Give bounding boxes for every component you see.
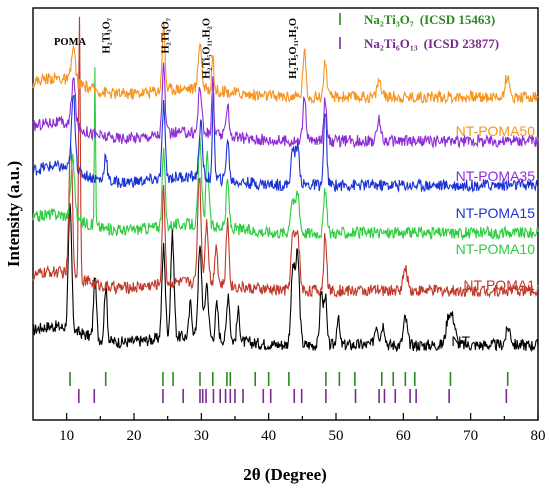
- phase-annotation: POMA: [54, 37, 86, 48]
- series-label-nt-poma50: NT-POMA50: [456, 123, 536, 139]
- series-line-nt-poma50: [32, 21, 539, 105]
- series-line-nt-poma1: [32, 16, 539, 299]
- legend-entry: Na₂Ti₃O₇ (ICSD 15463): [364, 12, 495, 27]
- y-axis-title: Intensity (a.u.): [4, 161, 23, 267]
- series-layer: [32, 16, 539, 353]
- x-axis-title: 2θ (Degree): [243, 465, 327, 484]
- series-label-nt-poma10: NT-POMA10: [456, 241, 536, 257]
- x-tick-label: 30: [194, 428, 209, 444]
- x-tick-label: 80: [531, 428, 546, 444]
- reference-ticks: [69, 372, 509, 403]
- plot-frame: [32, 7, 539, 421]
- phase-annotation: H₂Ti₃O₇: [160, 18, 171, 54]
- series-label-nt-poma15: NT-POMA15: [456, 205, 536, 221]
- series-line-nt-poma10: [32, 67, 539, 241]
- phase-annotation: H₂Ti₅O₁₁.H₂O: [288, 18, 299, 79]
- legend-source: (ICSD 23877): [424, 36, 499, 51]
- x-tick-label: 60: [396, 428, 411, 444]
- phase-annotations: POMA H₂Ti₃O₇ H₂Ti₃O₇ H₂Ti₅O₁₁.H₂O H₂Ti₅O₁₁.H…: [54, 18, 299, 79]
- x-tick-label: 50: [329, 428, 344, 444]
- legend-source: (ICSD 15463): [420, 12, 495, 27]
- x-tick-label: 10: [59, 428, 74, 444]
- legend-phase: Na₂Ti₆O₁₃: [364, 36, 418, 51]
- phase-annotation: H₂Ti₅O₁₁.H₂O: [201, 18, 212, 79]
- legend-phase: Na₂Ti₃O₇: [364, 12, 414, 27]
- series-line-nt-poma15: [32, 93, 539, 193]
- series-labels: NT NT-POMA1 NT-POMA10 NT-POMA15 NT-POMA35 NT-…: [451, 123, 535, 349]
- series-line-nt: [32, 203, 539, 353]
- phase-annotation: H₂Ti₃O₇: [102, 18, 113, 54]
- legend-entry: Na₂Ti₆O₁₃ (ICSD 23877): [364, 36, 499, 51]
- x-tick-label: 20: [127, 428, 142, 444]
- series-label-nt-poma1: NT-POMA1: [463, 277, 535, 293]
- x-tick-label: 40: [261, 428, 276, 444]
- series-line-nt-poma35: [32, 62, 539, 149]
- legend: Na₂Ti₃O₇ (ICSD 15463)Na₂Ti₆O₁₃ (ICSD 23877…: [339, 12, 499, 51]
- x-axis: 10 20 30 40 50 60 70 80: [59, 413, 546, 444]
- series-label-nt-poma35: NT-POMA35: [456, 168, 536, 184]
- x-tick-label: 70: [463, 428, 478, 444]
- series-label-nt: NT: [451, 333, 470, 349]
